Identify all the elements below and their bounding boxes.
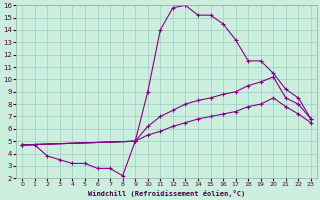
X-axis label: Windchill (Refroidissement éolien,°C): Windchill (Refroidissement éolien,°C) (88, 190, 245, 197)
